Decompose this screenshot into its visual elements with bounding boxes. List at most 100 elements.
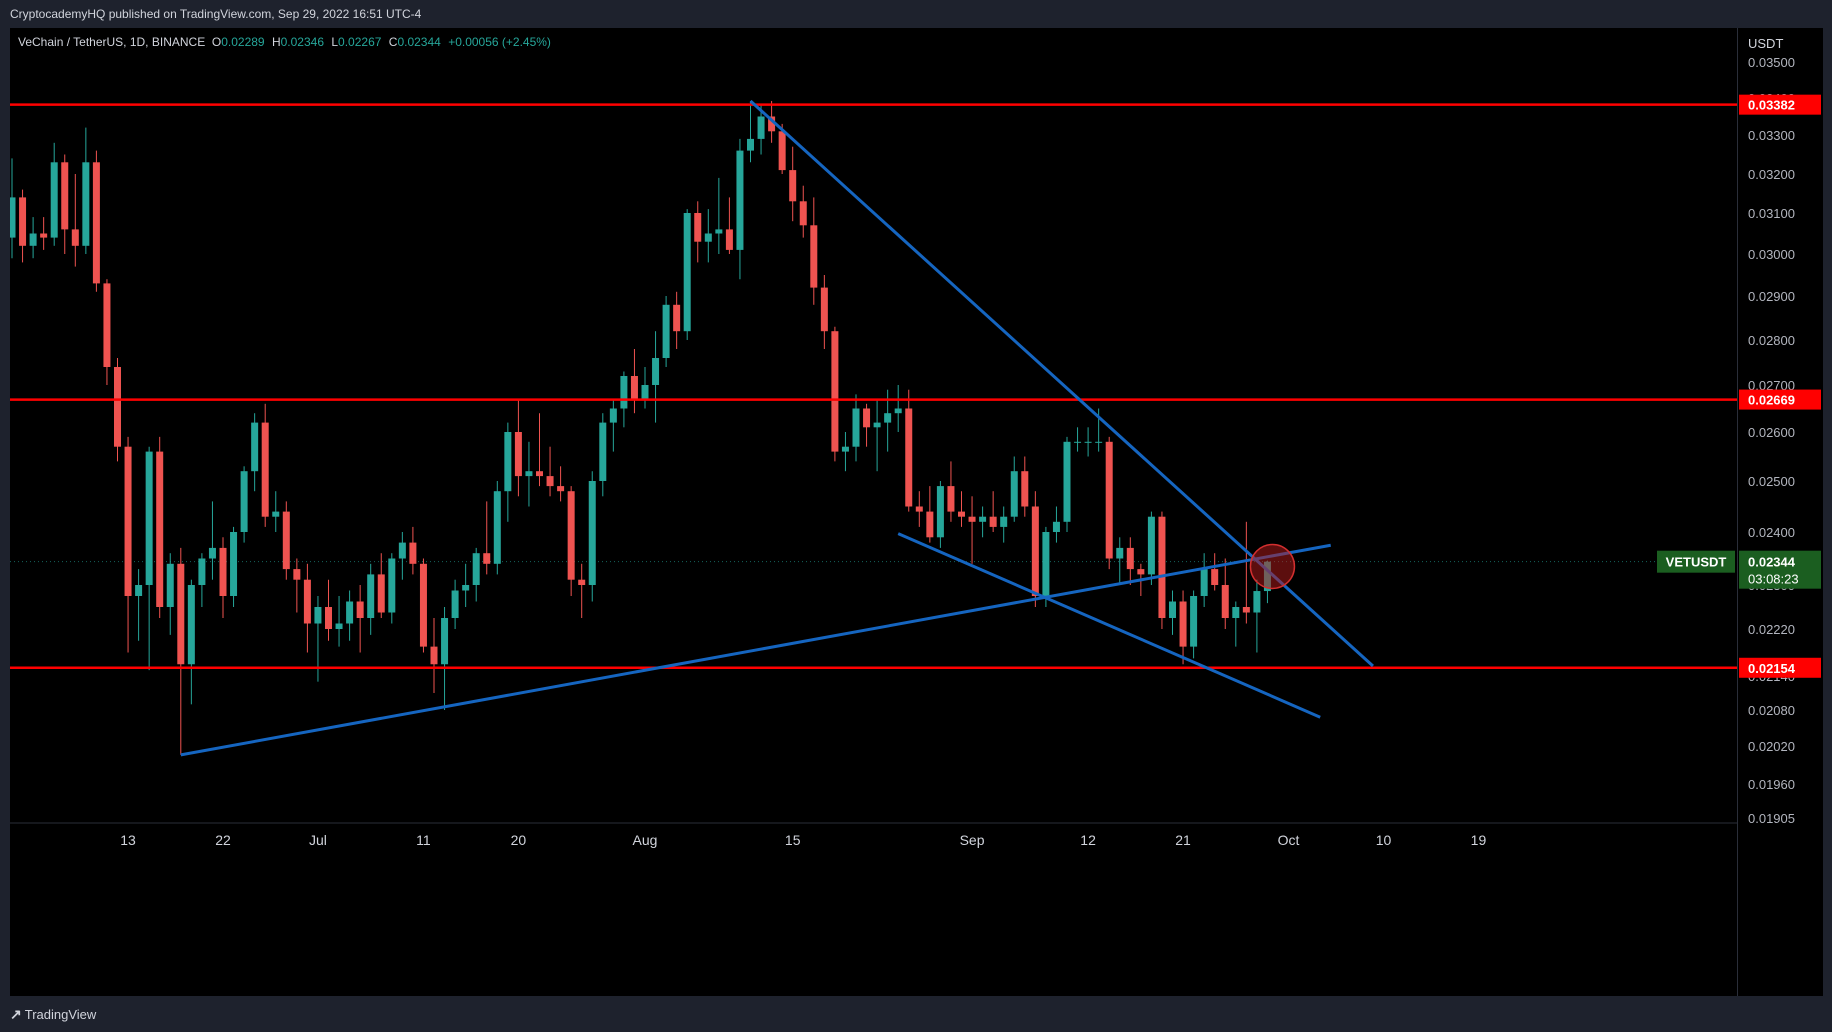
candle	[662, 296, 670, 367]
candle-body	[1116, 547, 1124, 559]
candle	[145, 446, 153, 671]
candle-body	[251, 422, 259, 472]
y-tick-label: 0.02020	[1748, 739, 1795, 754]
candle	[799, 185, 807, 238]
candle-body	[166, 563, 174, 607]
candle-body	[884, 413, 892, 423]
candle	[472, 547, 480, 602]
symbol-badge	[1657, 550, 1735, 573]
close-value: 0.02344	[397, 35, 441, 49]
candle	[177, 547, 185, 755]
candle	[1063, 436, 1071, 532]
x-tick-label: 15	[785, 832, 801, 848]
candle-body	[1105, 441, 1113, 559]
candle-body	[810, 225, 818, 288]
candle-body	[852, 408, 860, 447]
candle-body	[1052, 521, 1060, 532]
candle-body	[789, 170, 797, 202]
level-price-badge	[1739, 94, 1821, 115]
candle-body	[1042, 532, 1050, 596]
y-tick-label: 0.03500	[1748, 55, 1795, 70]
candle	[704, 209, 712, 263]
high-label: H	[271, 35, 281, 49]
candle-body	[926, 511, 934, 538]
candle	[641, 367, 649, 409]
candle	[599, 413, 607, 497]
candle-body	[82, 162, 90, 246]
candle-body	[441, 618, 449, 665]
candle	[451, 579, 459, 629]
y-tick-label: 0.01960	[1748, 777, 1795, 792]
candle	[683, 209, 691, 340]
candle	[1052, 506, 1060, 543]
candle-body	[50, 162, 58, 238]
candle	[926, 486, 934, 543]
candle	[841, 432, 849, 472]
highlight-circle	[1249, 543, 1296, 590]
candle	[894, 385, 902, 432]
candle-body	[683, 213, 691, 332]
level-price-label: 0.02669	[1748, 393, 1795, 408]
candle-body	[662, 304, 670, 358]
price-axis[interactable]: USDT0.035000.034000.033000.032000.031000…	[1737, 28, 1823, 996]
footer-bar	[0, 996, 1832, 1032]
candle	[114, 358, 121, 462]
candle-body	[377, 574, 385, 613]
candle	[873, 399, 881, 472]
candle-body	[135, 585, 143, 596]
candle-body	[799, 201, 807, 226]
current-price-label: 0.02344	[1748, 555, 1796, 570]
candle	[652, 331, 660, 423]
chart-area[interactable]: 13 22 Jul 11 20 Aug 15 Sep 12 21 Oct 10 19 VETUSDT	[8, 28, 1737, 996]
candle-body	[1147, 516, 1155, 575]
candle	[725, 197, 733, 254]
candle	[198, 553, 206, 607]
x-tick-label: 12	[1080, 832, 1096, 848]
level-price-badge	[1739, 389, 1821, 410]
y-tick-label: 0.01905	[1748, 811, 1795, 826]
x-tick-label: 19	[1471, 832, 1487, 848]
symbol-name: VeChain / TetherUS, 1D, BINANCE	[18, 35, 206, 49]
candle-body	[303, 579, 311, 624]
brand[interactable]: ↗ TradingView	[10, 1006, 96, 1023]
candle-body	[1179, 601, 1187, 647]
candle-body	[588, 481, 596, 585]
candle	[240, 466, 248, 543]
candle-body	[272, 511, 280, 517]
candle	[156, 436, 164, 618]
x-tick-label: Jul	[309, 832, 327, 848]
candle	[409, 526, 417, 575]
candle	[852, 394, 860, 462]
candle-body	[525, 471, 533, 477]
candle	[968, 496, 976, 564]
candle-body	[1200, 569, 1208, 596]
candle	[50, 142, 58, 246]
candle	[419, 558, 427, 653]
candle	[831, 326, 839, 462]
candle	[715, 177, 723, 254]
candle-body	[208, 547, 216, 559]
publisher-text: CryptocademyHQ published on TradingView.…	[10, 7, 422, 21]
candle	[757, 105, 765, 155]
x-tick-label: Oct	[1278, 832, 1300, 848]
candle-body	[1169, 601, 1176, 618]
candle-body	[757, 116, 765, 139]
x-tick-label: Aug	[633, 832, 658, 848]
candle	[103, 279, 111, 385]
candle-body	[177, 563, 185, 665]
candle-body	[419, 563, 427, 647]
y-tick-label: 0.02080	[1748, 703, 1795, 718]
candle-body	[187, 585, 195, 665]
candle	[1242, 521, 1250, 624]
candle	[778, 123, 786, 174]
candle-body	[514, 432, 522, 477]
candle-body	[1084, 441, 1092, 443]
candle-body	[578, 579, 586, 585]
candle-body	[398, 542, 406, 559]
candle-body	[293, 569, 301, 580]
candle	[483, 501, 491, 575]
candle-body	[947, 486, 955, 512]
candle	[557, 466, 565, 502]
candle	[1190, 590, 1198, 659]
x-tick-label: 21	[1175, 832, 1191, 848]
